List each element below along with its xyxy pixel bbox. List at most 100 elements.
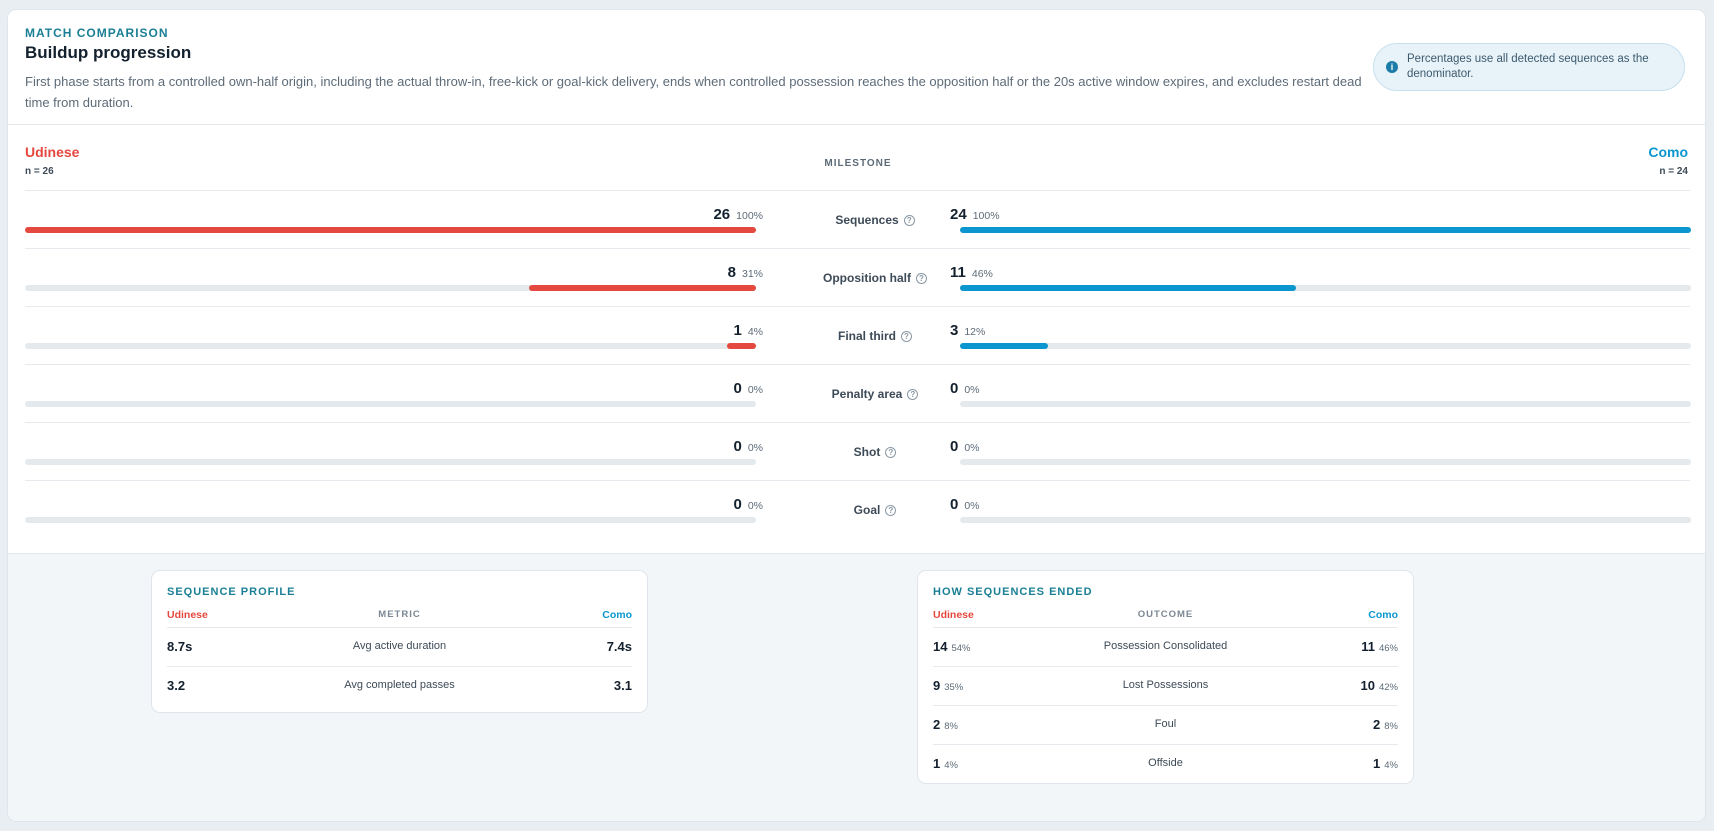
team-right-header: Como [1368,609,1398,621]
milestone-name: Penalty area [831,387,903,401]
left-outcome-percent: 8% [944,721,958,732]
left-count: 0 [733,438,742,455]
left-outcome-count: 9 [933,678,941,693]
info-note-text: Percentages use all detected sequences a… [1407,53,1649,80]
right-bar-track [960,517,1691,523]
left-outcome-percent: 4% [944,760,958,771]
team-left-header: Udinese [167,609,208,621]
team-right-name: Como [1648,144,1688,160]
left-outcome-count: 14 [933,639,948,654]
help-icon[interactable]: ? [903,215,915,226]
left-bar-fill [726,343,756,349]
left-outcome-group: 9 35% [933,678,963,693]
left-percent: 100% [736,210,763,222]
buildup-progression-card: MATCH COMPARISON Buildup progression Fir… [7,9,1706,822]
team-left-name: Udinese [25,144,80,160]
milestone-row: 0 0% Goal? 0 0% [25,480,1691,538]
right-percent: 0% [964,500,980,512]
left-outcome-percent: 54% [951,643,971,654]
milestone-rows: 26 100% Sequences? 24 100% 8 31% Opposition hal… [25,190,1691,538]
right-bar-fill [960,227,1691,233]
right-bar-track [960,285,1691,291]
right-value-group: 0 0% [950,380,980,397]
milestone-label: Goal? [745,503,1005,517]
left-value-group: 1 4% [733,322,763,339]
right-value-group: 3 12% [950,322,985,339]
help-icon[interactable]: ? [901,331,912,342]
how-sequences-ended-panel: HOW SEQUENCES ENDED Udinese OUTCOME Como… [917,570,1414,784]
profile-row: 8.7s Avg active duration 7.4s [167,627,632,663]
right-count: 0 [950,438,959,455]
team-right-count: n = 24 [1659,166,1688,177]
right-count: 0 [950,380,959,397]
milestone-name: Final third [838,329,896,343]
right-bar-track [960,401,1691,407]
metric-header: METRIC [378,609,421,620]
right-value-group: 11 46% [950,264,993,281]
left-value-group: 8 31% [728,264,763,281]
right-percent: 46% [971,268,993,280]
left-value-group: 0 0% [733,438,763,455]
metric-name: Avg completed passes [344,679,455,691]
left-bar-fill [25,227,756,233]
left-outcome-count: 1 [933,756,941,771]
right-percent: 0% [964,442,980,454]
milestone-row: 26 100% Sequences? 24 100% [25,190,1691,248]
left-value-group: 0 0% [733,496,763,513]
outcome-name: Lost Possessions [1122,679,1209,691]
left-value-group: 26 100% [713,206,763,223]
eyebrow-label: MATCH COMPARISON [25,26,169,40]
help-icon[interactable]: ? [885,505,897,516]
right-bar-track [960,343,1691,349]
right-percent: 12% [964,326,986,338]
left-count: 0 [733,496,742,513]
left-bar-fill [529,285,756,291]
left-percent: 4% [747,326,763,338]
left-percent: 31% [741,268,763,280]
help-icon[interactable]: ? [885,447,897,458]
right-percent: 100% [972,210,1000,222]
left-count: 26 [713,206,731,223]
outcome-name: Possession Consolidated [1103,640,1228,652]
milestone-name: Shot [853,445,881,459]
right-outcome-count: 2 [1373,717,1381,732]
help-icon[interactable]: ? [907,389,919,400]
right-bar-fill [960,285,1297,291]
outcome-header: OUTCOME [1137,609,1194,620]
outcome-row: 1 4% Offside 1 4% [933,744,1398,780]
summary-section: SEQUENCE PROFILE Udinese METRIC Como 8.7… [8,553,1705,821]
card-header: MATCH COMPARISON Buildup progression Fir… [8,10,1705,125]
milestone-row: 0 0% Penalty area? 0 0% [25,364,1691,422]
left-outcome-group: 2 8% [933,717,958,732]
right-outcome-group: 10 42% [1361,678,1398,693]
right-value-group: 0 0% [950,496,980,513]
right-outcome-count: 10 [1360,678,1375,693]
left-percent: 0% [747,384,763,396]
right-value-group: 0 0% [950,438,980,455]
milestone-name: Opposition half [823,271,911,285]
left-percent: 0% [747,442,763,454]
right-outcome-percent: 46% [1378,643,1398,654]
team-right-header: Como [602,609,632,621]
milestone-label: Sequences? [745,213,1005,227]
team-left-count: n = 26 [25,166,54,177]
left-bar-track [25,285,756,291]
milestone-label: Final third? [745,329,1005,343]
info-icon: i [1386,61,1398,73]
panel-title: HOW SEQUENCES ENDED [933,586,1093,598]
milestone-label: Opposition half? [745,271,1005,285]
left-bar-track [25,459,756,465]
outcome-row: 14 54% Possession Consolidated 11 46% [933,627,1398,663]
right-count: 3 [950,322,959,339]
milestone-row: 8 31% Opposition half? 11 46% [25,248,1691,306]
outcome-name: Foul [1154,718,1177,730]
team-left-header: Udinese [933,609,974,621]
profile-row: 3.2 Avg completed passes 3.1 [167,666,632,702]
left-outcome-percent: 35% [944,682,964,693]
right-metric-value: 3.1 [613,678,632,693]
left-metric-value: 3.2 [167,678,186,693]
milestone-column-header: MILESTONE [824,158,892,169]
help-icon[interactable]: ? [916,273,927,284]
right-outcome-percent: 8% [1384,721,1398,732]
left-value-group: 0 0% [733,380,763,397]
